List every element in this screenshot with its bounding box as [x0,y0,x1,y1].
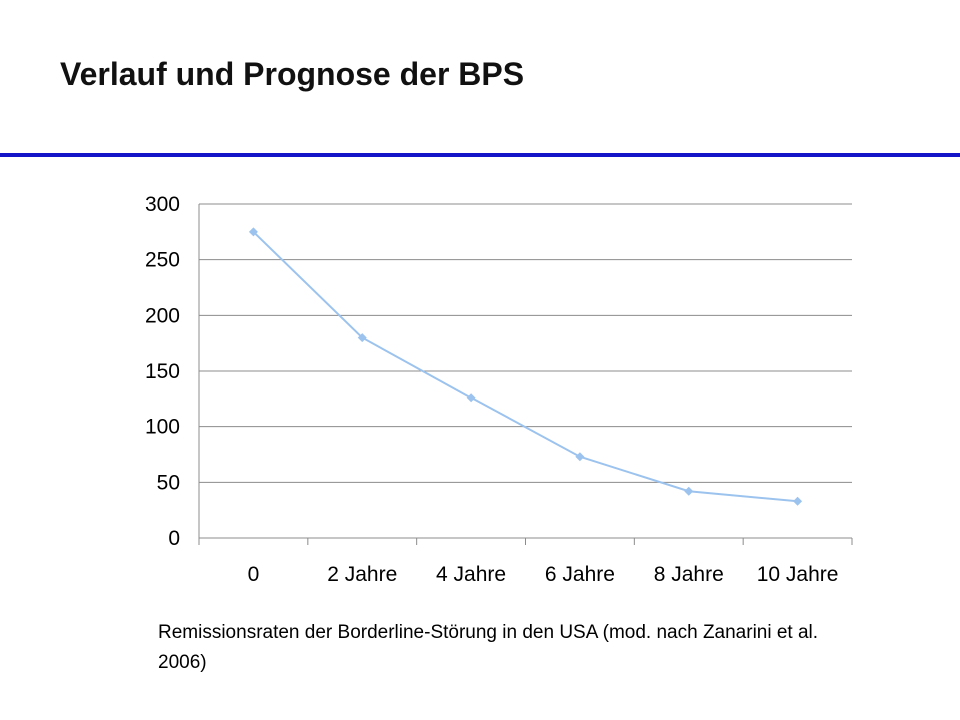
x-tick-label: 6 Jahre [545,563,615,586]
y-tick-label: 200 [145,304,180,327]
y-tick-label: 0 [168,527,180,550]
x-tick-label: 4 Jahre [436,563,506,586]
series-line [252,231,798,503]
title-divider [0,153,960,157]
slide-title: Verlauf und Prognose der BPS [60,56,525,92]
y-tick-label: 50 [157,471,180,494]
x-tick-label: 8 Jahre [654,563,724,586]
x-tick-label: 2 Jahre [327,563,397,586]
y-tick-label: 100 [145,416,180,439]
y-tick-label: 150 [145,360,180,383]
data-point [684,486,694,496]
data-point [575,452,585,462]
x-tick-label: 10 Jahre [757,563,839,586]
x-tick-label: 0 [248,563,260,586]
line-chart: 0 50 100 150 200 250 300 0 2 Jahre 4 Jahre 6 Jahre… [145,193,853,586]
data-point [248,227,258,237]
data-point [793,496,803,506]
y-tick-label: 300 [145,193,180,216]
y-tick-label: 250 [145,249,180,272]
data-point [466,393,476,403]
data-point [357,333,367,343]
chart-caption: Remissionsraten der Borderline-Störung i… [158,622,819,673]
